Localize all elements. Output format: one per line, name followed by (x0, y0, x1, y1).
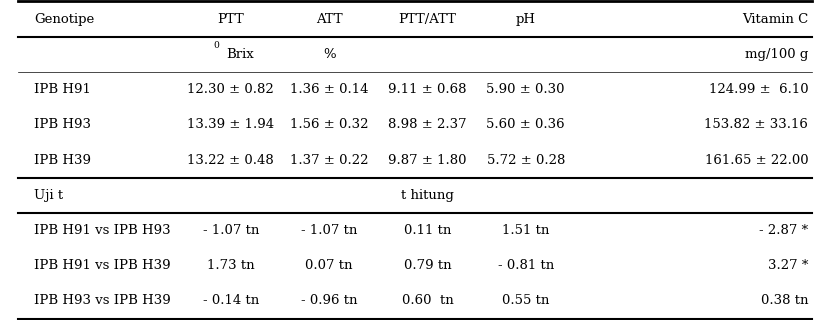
Text: 13.39 ± 1.94: 13.39 ± 1.94 (187, 118, 275, 131)
Text: 5.90 ± 0.30: 5.90 ± 0.30 (487, 83, 565, 96)
Text: Genotipe: Genotipe (35, 12, 95, 26)
Text: 1.37 ± 0.22: 1.37 ± 0.22 (290, 154, 368, 166)
Text: pH: pH (515, 12, 536, 26)
Text: 0.11 tn: 0.11 tn (404, 224, 451, 237)
Text: 8.98 ± 2.37: 8.98 ± 2.37 (388, 118, 467, 131)
Text: Vitamin C: Vitamin C (742, 12, 808, 26)
Text: 153.82 ± 33.16: 153.82 ± 33.16 (704, 118, 808, 131)
Text: IPB H91 vs IPB H39: IPB H91 vs IPB H39 (35, 259, 171, 272)
Text: 0.55 tn: 0.55 tn (502, 294, 549, 308)
Text: IPB H39: IPB H39 (35, 154, 91, 166)
Text: Brix: Brix (227, 48, 255, 61)
Text: 9.87 ± 1.80: 9.87 ± 1.80 (388, 154, 467, 166)
Text: - 2.87 *: - 2.87 * (760, 224, 808, 237)
Text: 0: 0 (213, 41, 219, 50)
Text: Uji t: Uji t (35, 189, 63, 202)
Text: 12.30 ± 0.82: 12.30 ± 0.82 (187, 83, 275, 96)
Text: IPB H91 vs IPB H93: IPB H91 vs IPB H93 (35, 224, 171, 237)
Text: 124.99 ±  6.10: 124.99 ± 6.10 (709, 83, 808, 96)
Text: 0.79 tn: 0.79 tn (404, 259, 451, 272)
Text: 13.22 ± 0.48: 13.22 ± 0.48 (187, 154, 275, 166)
Text: 1.73 tn: 1.73 tn (207, 259, 255, 272)
Text: ATT: ATT (316, 12, 343, 26)
Text: IPB H93: IPB H93 (35, 118, 91, 131)
Text: %: % (323, 48, 335, 61)
Text: 5.60 ± 0.36: 5.60 ± 0.36 (487, 118, 565, 131)
Text: 1.56 ± 0.32: 1.56 ± 0.32 (290, 118, 368, 131)
Text: 0.07 tn: 0.07 tn (305, 259, 353, 272)
Text: 1.51 tn: 1.51 tn (502, 224, 549, 237)
Text: 3.27 *: 3.27 * (768, 259, 808, 272)
Text: PTT: PTT (217, 12, 244, 26)
Text: - 1.07 tn: - 1.07 tn (301, 224, 358, 237)
Text: IPB H91: IPB H91 (35, 83, 91, 96)
Text: IPB H93 vs IPB H39: IPB H93 vs IPB H39 (35, 294, 171, 308)
Text: - 1.07 tn: - 1.07 tn (202, 224, 259, 237)
Text: 0.60  tn: 0.60 tn (401, 294, 453, 308)
Text: PTT/ATT: PTT/ATT (399, 12, 456, 26)
Text: 1.36 ± 0.14: 1.36 ± 0.14 (290, 83, 368, 96)
Text: mg/100 g: mg/100 g (745, 48, 808, 61)
Text: - 0.96 tn: - 0.96 tn (301, 294, 358, 308)
Text: - 0.14 tn: - 0.14 tn (203, 294, 259, 308)
Text: 0.38 tn: 0.38 tn (761, 294, 808, 308)
Text: - 0.81 tn: - 0.81 tn (497, 259, 554, 272)
Text: t hitung: t hitung (401, 189, 454, 202)
Text: 5.72 ± 0.28: 5.72 ± 0.28 (487, 154, 565, 166)
Text: 9.11 ± 0.68: 9.11 ± 0.68 (388, 83, 467, 96)
Text: 161.65 ± 22.00: 161.65 ± 22.00 (704, 154, 808, 166)
